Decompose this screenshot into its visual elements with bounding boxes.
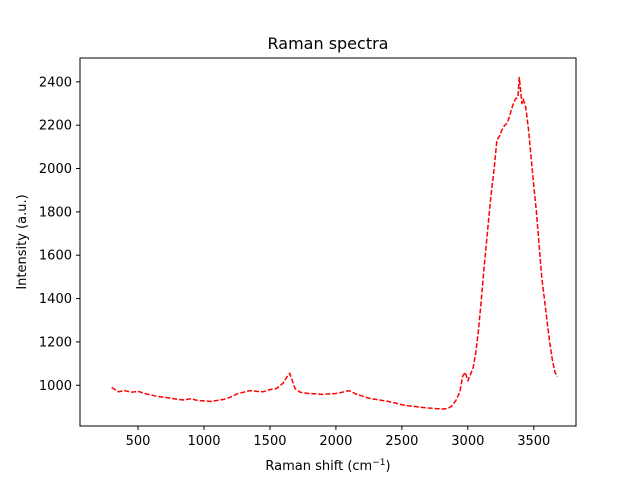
x-axis-label-text: Raman shift (cm [265,459,372,474]
x-tick-label: 2000 [319,434,352,449]
x-axis-label: Raman shift (cm−1) [265,458,390,474]
y-tick-label: 1800 [39,205,72,220]
y-axis-label: Intensity (a.u.) [15,194,30,289]
x-axis-ticks: 500 1000 1500 2000 2500 3000 3500 [126,426,550,449]
x-axis-label-superscript: −1 [372,458,385,468]
plot-frame [79,57,577,427]
x-tick-label: 3500 [517,434,550,449]
y-tick-label: 1000 [39,379,72,394]
series-line-0 [111,76,559,410]
y-tick-label: 2000 [39,162,72,177]
y-tick-label: 2400 [39,75,72,90]
y-tick-label: 1400 [39,292,72,307]
x-tick-label: 1500 [253,434,286,449]
y-tick-label: 1200 [39,335,72,350]
chart-title: Raman spectra [268,34,389,53]
x-tick-label: 2500 [385,434,418,449]
x-axis-label-end: ) [386,459,391,474]
plot-layer [111,76,559,410]
x-tick-label: 3000 [451,434,484,449]
y-axis-ticks: 1000 1200 1400 1600 1800 2000 2200 2400 [39,75,80,394]
y-tick-label: 1600 [39,249,72,264]
x-tick-label: 500 [126,434,151,449]
x-tick-label: 1000 [187,434,220,449]
y-tick-label: 2200 [39,119,72,134]
